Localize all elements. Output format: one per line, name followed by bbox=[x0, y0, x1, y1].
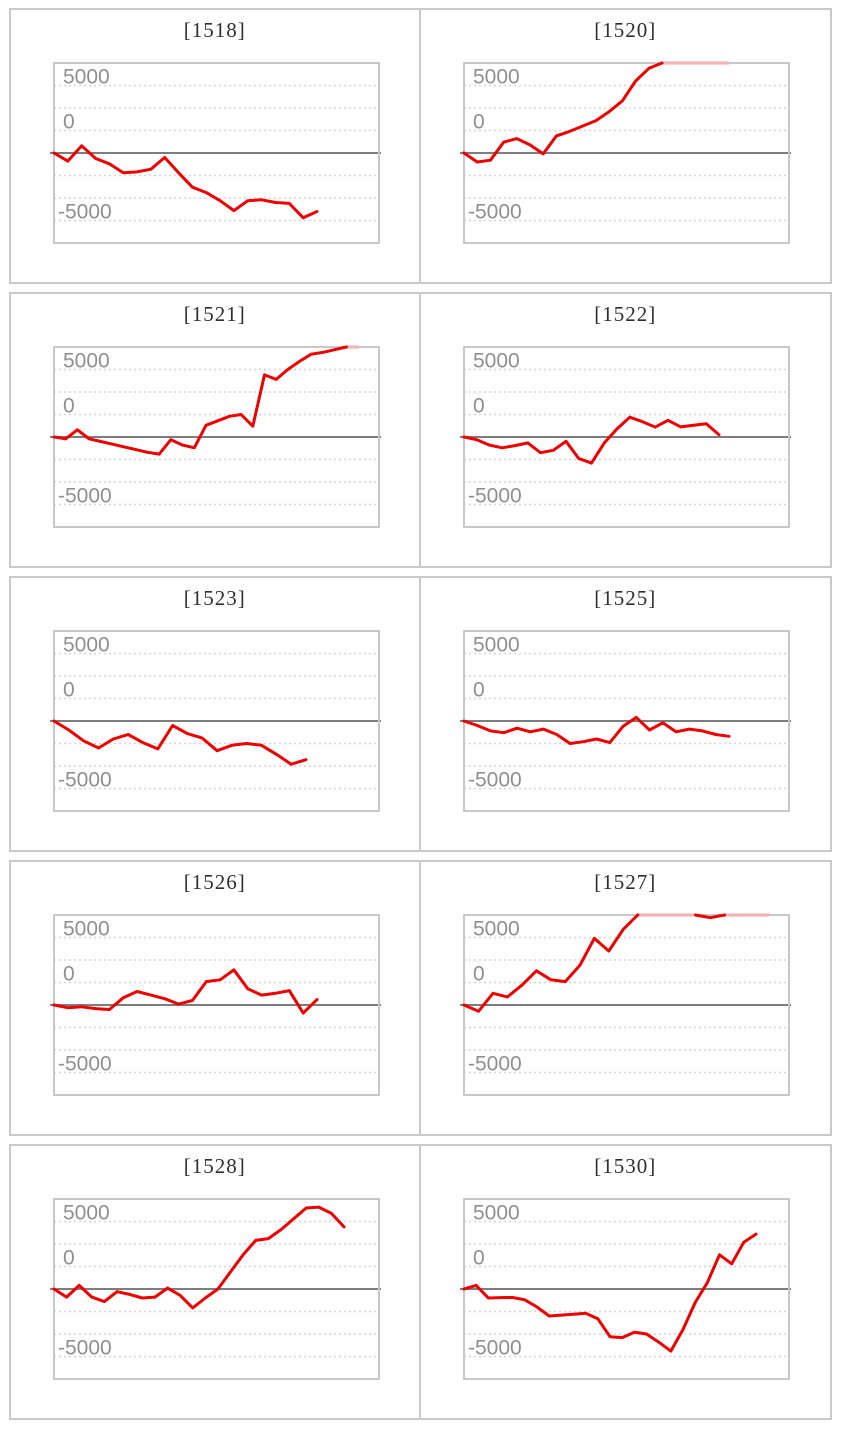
slump-line bbox=[52, 719, 308, 766]
gridlines bbox=[463, 84, 789, 222]
gridlines bbox=[54, 652, 379, 790]
y-axis-label-0: 0 bbox=[63, 1247, 75, 1270]
y-axis-label-0: 0 bbox=[473, 679, 485, 702]
chart-panel-1530: [1530] 5000 0 -5000 bbox=[420, 1144, 832, 1420]
chart-panel-1518: [1518] 5000 0 -5000 bbox=[9, 8, 421, 284]
gridlines bbox=[463, 1220, 789, 1358]
chart-title: [1526] bbox=[183, 870, 246, 894]
y-axis-label--5000: -5000 bbox=[468, 1337, 522, 1360]
y-axis-label--5000: -5000 bbox=[468, 201, 522, 224]
slump-chart: 5000 0 -5000 bbox=[459, 1198, 791, 1380]
slump-chart: 5000 0 -5000 bbox=[50, 345, 381, 528]
chart-title: [1523] bbox=[183, 586, 246, 610]
chart-panel-1528: [1528] 5000 0 -5000 bbox=[9, 1144, 421, 1420]
y-axis-label-0: 0 bbox=[63, 111, 75, 134]
slump-line bbox=[462, 61, 663, 164]
slump-chart: 5000 0 -5000 bbox=[459, 346, 791, 528]
y-axis-label-5000: 5000 bbox=[473, 350, 520, 373]
slump-line bbox=[52, 144, 319, 220]
chart-panel-1523: [1523] 5000 0 -5000 bbox=[9, 576, 421, 852]
slump-line bbox=[462, 715, 730, 745]
y-axis-label-5000: 5000 bbox=[63, 1202, 110, 1225]
y-axis-label-0: 0 bbox=[473, 395, 485, 418]
chart-panel-1521: [1521] 5000 0 -5000 bbox=[9, 292, 421, 568]
chart-row: [1518] 5000 0 -5000 [1520] 5000 0 -5000 bbox=[9, 8, 832, 284]
y-axis-label--5000: -5000 bbox=[468, 1053, 522, 1076]
y-axis-label--5000: -5000 bbox=[58, 1053, 112, 1076]
chart-panel-1525: [1525] 5000 0 -5000 bbox=[420, 576, 832, 852]
gridlines bbox=[54, 936, 379, 1074]
y-axis-label-5000: 5000 bbox=[473, 918, 520, 941]
slump-line bbox=[52, 1205, 346, 1310]
gridlines bbox=[54, 1220, 379, 1358]
gridlines bbox=[54, 368, 379, 506]
y-axis-label--5000: -5000 bbox=[468, 769, 522, 792]
gridlines bbox=[463, 652, 789, 790]
gridlines bbox=[463, 368, 789, 506]
y-axis-label-5000: 5000 bbox=[473, 634, 520, 657]
slump-chart: 5000 0 -5000 bbox=[50, 62, 381, 244]
y-axis-label-0: 0 bbox=[473, 963, 485, 986]
chart-row: [1526] 5000 0 -5000 [1527] 5000 0 -5000 bbox=[9, 860, 832, 1136]
y-axis-label-0: 0 bbox=[473, 111, 485, 134]
slump-chart: 5000 0 -5000 bbox=[459, 913, 791, 1096]
y-axis-label--5000: -5000 bbox=[468, 485, 522, 508]
y-axis-label-5000: 5000 bbox=[473, 1202, 520, 1225]
chart-panel-1522: [1522] 5000 0 -5000 bbox=[420, 292, 832, 568]
chart-title: [1522] bbox=[594, 302, 657, 326]
chart-title: [1521] bbox=[183, 302, 246, 326]
chart-row: [1521] 5000 0 -5000 [1522] 5000 0 -5000 bbox=[9, 292, 832, 568]
slump-chart: 5000 0 -5000 bbox=[459, 61, 791, 244]
slump-chart: 5000 0 -5000 bbox=[50, 914, 381, 1096]
chart-row: [1528] 5000 0 -5000 [1530] 5000 0 -5000 bbox=[9, 1144, 832, 1420]
slump-line bbox=[52, 345, 348, 456]
y-axis-label-0: 0 bbox=[63, 395, 75, 418]
y-axis-label--5000: -5000 bbox=[58, 1337, 112, 1360]
y-axis-label--5000: -5000 bbox=[58, 769, 112, 792]
slump-chart: 5000 0 -5000 bbox=[50, 630, 381, 812]
chart-row: [1523] 5000 0 -5000 [1525] 5000 0 -5000 bbox=[9, 576, 832, 852]
slump-chart: 5000 0 -5000 bbox=[459, 630, 791, 812]
slump-line bbox=[462, 913, 726, 1013]
chart-title: [1525] bbox=[594, 586, 657, 610]
chart-panel-1526: [1526] 5000 0 -5000 bbox=[9, 860, 421, 1136]
y-axis-label--5000: -5000 bbox=[58, 201, 112, 224]
y-axis-label-5000: 5000 bbox=[473, 66, 520, 89]
y-axis-label--5000: -5000 bbox=[58, 485, 112, 508]
y-axis-label-0: 0 bbox=[473, 1247, 485, 1270]
slump-chart: 5000 0 -5000 bbox=[50, 1198, 381, 1380]
y-axis-label-0: 0 bbox=[63, 679, 75, 702]
chart-title: [1527] bbox=[594, 870, 657, 894]
y-axis-label-0: 0 bbox=[63, 963, 75, 986]
chart-panel-1527: [1527] 5000 0 -5000 bbox=[420, 860, 832, 1136]
gridlines bbox=[54, 84, 379, 222]
chart-title: [1530] bbox=[594, 1154, 657, 1178]
slump-line bbox=[52, 968, 319, 1015]
chart-panel-1520: [1520] 5000 0 -5000 bbox=[420, 8, 832, 284]
gridlines bbox=[463, 936, 789, 1074]
y-axis-label-5000: 5000 bbox=[63, 350, 110, 373]
chart-title: [1528] bbox=[183, 1154, 246, 1178]
y-axis-label-5000: 5000 bbox=[63, 918, 110, 941]
slump-line bbox=[462, 1232, 757, 1353]
y-axis-label-5000: 5000 bbox=[63, 634, 110, 657]
y-axis-label-5000: 5000 bbox=[63, 66, 110, 89]
chart-title: [1518] bbox=[183, 18, 246, 42]
chart-title: [1520] bbox=[594, 18, 657, 42]
slump-line bbox=[462, 415, 720, 465]
